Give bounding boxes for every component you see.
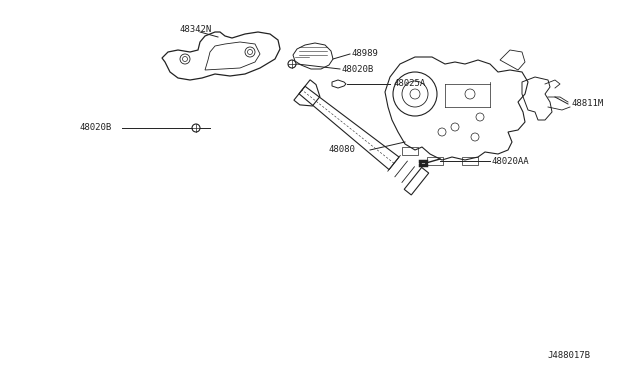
Text: 48080: 48080 [328,145,355,154]
Text: 48342N: 48342N [180,25,212,33]
Text: 48020B: 48020B [80,124,112,132]
Text: 48020AA: 48020AA [492,157,530,166]
Text: 48025A: 48025A [393,80,425,89]
Text: J488017B: J488017B [547,351,590,360]
Text: 48020B: 48020B [342,64,374,74]
Text: 48989: 48989 [352,49,379,58]
Text: 48811M: 48811M [572,99,604,109]
